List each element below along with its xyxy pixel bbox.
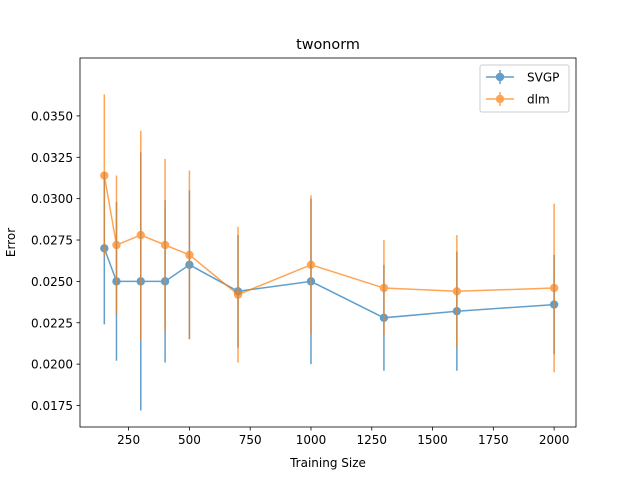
series-dlm [100,94,559,373]
x-tick-label: 1250 [356,433,387,447]
x-tick-label: 750 [239,433,262,447]
data-point [136,230,145,240]
x-tick-label: 1000 [296,433,327,447]
legend-label: dlm [527,93,550,107]
x-axis: 250 500 750 1000 1250 1500 1750 2000 [117,427,569,447]
plot-area [100,94,559,411]
series-line [103,175,555,296]
data-point [185,250,194,260]
x-tick-label: 1500 [417,433,448,447]
y-tick-label: 0.0275 [31,234,73,248]
y-tick-label: 0.0200 [31,358,73,372]
legend-dot [495,72,505,82]
y-tick-label: 0.0300 [31,192,73,206]
x-axis-label: Training Size [289,456,366,470]
legend: SVGP dlm [479,64,570,113]
legend-label: SVGP [527,71,559,85]
chart-title: twonorm [296,37,360,53]
x-tick-label: 500 [178,433,201,447]
y-axis-label: Error [4,228,18,257]
data-point [160,240,170,250]
x-tick-label: 1750 [478,433,509,447]
data-point [452,287,462,296]
data-point [306,260,316,270]
y-tick-label: 0.0175 [31,399,73,413]
y-tick-label: 0.0225 [31,316,73,330]
data-point [112,240,121,250]
axes-frame [79,57,577,428]
x-tick-label: 250 [117,433,140,447]
data-point [233,290,243,299]
y-tick-label: 0.0325 [31,151,73,165]
series-line [103,248,555,319]
data-point [100,171,109,180]
y-tick-label: 0.0250 [31,275,73,289]
data-point [549,283,559,293]
legend-dot [495,94,505,104]
legend-marker [486,92,514,106]
y-axis: 0.0175 0.0200 0.0225 0.0250 0.0275 0.0300 0.03… [31,109,80,413]
x-tick-label: 2000 [539,433,570,447]
legend-marker [486,70,514,84]
data-point [379,283,389,293]
y-tick-label: 0.0350 [31,109,73,123]
